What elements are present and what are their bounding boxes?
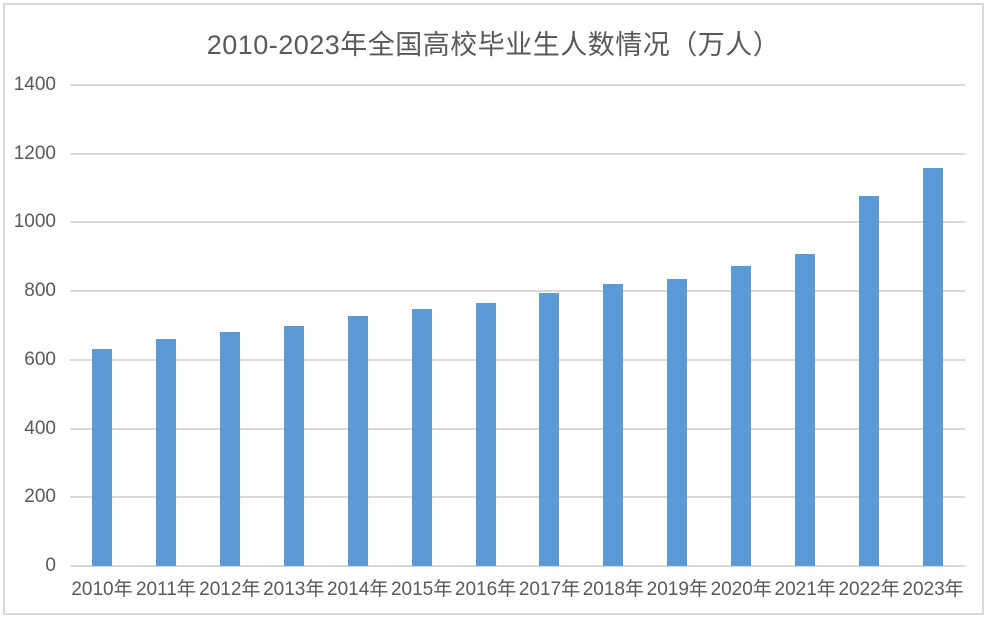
bar-2010年 xyxy=(91,349,112,566)
gridline xyxy=(70,221,965,224)
gridline xyxy=(70,496,965,499)
x-tick-label: 2016年 xyxy=(454,579,517,600)
bar-2011年 xyxy=(155,339,176,566)
bar-2018年 xyxy=(603,284,624,566)
bar-2014年 xyxy=(347,316,368,566)
plot-area xyxy=(70,84,965,567)
bar-2012年 xyxy=(219,332,240,566)
gridline xyxy=(70,290,965,293)
bar-2022年 xyxy=(859,196,880,566)
bar-2015年 xyxy=(411,308,432,566)
chart-frame: 2010-2023年全国高校毕业生人数情况（万人） 0 200 400 600 800 1… xyxy=(3,3,984,615)
y-tick-label: 800 xyxy=(24,280,56,302)
y-tick-label: 1200 xyxy=(13,142,56,164)
bar-2013年 xyxy=(283,325,304,566)
bar-2020年 xyxy=(731,265,752,566)
x-tick-label: 2023年 xyxy=(902,579,964,600)
x-tick-label: 2014年 xyxy=(327,579,389,600)
x-tick-label: 2021年 xyxy=(774,579,836,600)
bar-2019年 xyxy=(667,279,688,566)
x-tick-label: 2020年 xyxy=(710,579,772,600)
gridline xyxy=(70,358,965,361)
y-tick-label: 1400 xyxy=(13,74,56,95)
y-tick-label: 600 xyxy=(24,348,56,370)
y-tick-label: 400 xyxy=(24,417,56,439)
bar-2023年 xyxy=(923,168,944,566)
gridline xyxy=(70,427,965,430)
x-tick-label: 2015年 xyxy=(390,579,453,600)
x-tick-label: 2012年 xyxy=(199,579,261,600)
chart-title: 2010-2023年全国高校毕业生人数情况（万人） xyxy=(206,30,781,60)
x-tick-label: 2022年 xyxy=(838,579,900,600)
bar-2016年 xyxy=(475,303,496,566)
x-tick-label: 2010年 xyxy=(71,579,133,600)
bar-2021年 xyxy=(795,253,816,566)
y-tick-label: 1000 xyxy=(13,211,56,233)
y-tick-label: 200 xyxy=(24,486,56,508)
x-tick-label: 2018年 xyxy=(582,579,645,600)
bar-2017年 xyxy=(539,292,560,566)
y-tick-label: 0 xyxy=(45,555,56,576)
x-tick-label: 2019年 xyxy=(646,579,708,600)
x-tick-label: 2013年 xyxy=(263,579,325,600)
x-tick-label: 2017年 xyxy=(518,579,581,600)
x-axis-line xyxy=(70,565,965,567)
x-tick-label: 2011年 xyxy=(135,579,196,600)
gridline xyxy=(70,152,965,155)
gridline xyxy=(70,84,965,86)
